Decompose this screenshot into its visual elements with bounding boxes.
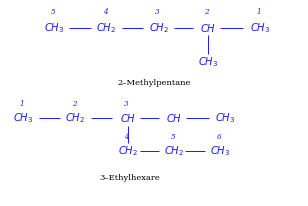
Text: $\mathit{C}H_2$: $\mathit{C}H_2$ <box>65 112 86 125</box>
Text: 5: 5 <box>170 133 175 141</box>
Text: 5: 5 <box>50 8 55 16</box>
Text: 2–Methylpentane: 2–Methylpentane <box>117 80 191 87</box>
Text: $\mathit{C}H_2$: $\mathit{C}H_2$ <box>96 21 116 35</box>
Text: $\mathit{C}H_2$: $\mathit{C}H_2$ <box>148 21 169 35</box>
Text: $\mathit{C}H_2$: $\mathit{C}H_2$ <box>164 145 184 158</box>
Text: $\mathit{C}H_3$: $\mathit{C}H_3$ <box>250 21 270 35</box>
Text: 2: 2 <box>204 8 209 16</box>
Text: 4: 4 <box>103 8 107 16</box>
Text: 3: 3 <box>155 8 160 16</box>
Text: 2: 2 <box>72 100 77 108</box>
Text: $\mathit{C}H$: $\mathit{C}H$ <box>120 112 136 124</box>
Text: 3–Ethylhexare: 3–Ethylhexare <box>99 174 160 182</box>
Text: $\mathit{C}H_3$: $\mathit{C}H_3$ <box>44 21 64 35</box>
Text: $\mathit{C}H_3$: $\mathit{C}H_3$ <box>13 112 33 125</box>
Text: 4: 4 <box>124 133 129 141</box>
Text: 1: 1 <box>19 100 24 108</box>
Text: 1: 1 <box>257 8 261 16</box>
Text: $\mathit{C}H_2$: $\mathit{C}H_2$ <box>118 145 138 158</box>
Text: $\mathit{C}H_3$: $\mathit{C}H_3$ <box>210 145 230 158</box>
Text: 3: 3 <box>124 100 129 108</box>
Text: $\mathit{C}H_3$: $\mathit{C}H_3$ <box>215 112 235 125</box>
Text: 6: 6 <box>217 133 221 141</box>
Text: $\mathit{C}H$: $\mathit{C}H$ <box>166 112 182 124</box>
Text: $\mathit{C}H$: $\mathit{C}H$ <box>200 22 216 34</box>
Text: $\mathit{C}H_3$: $\mathit{C}H_3$ <box>198 55 218 69</box>
